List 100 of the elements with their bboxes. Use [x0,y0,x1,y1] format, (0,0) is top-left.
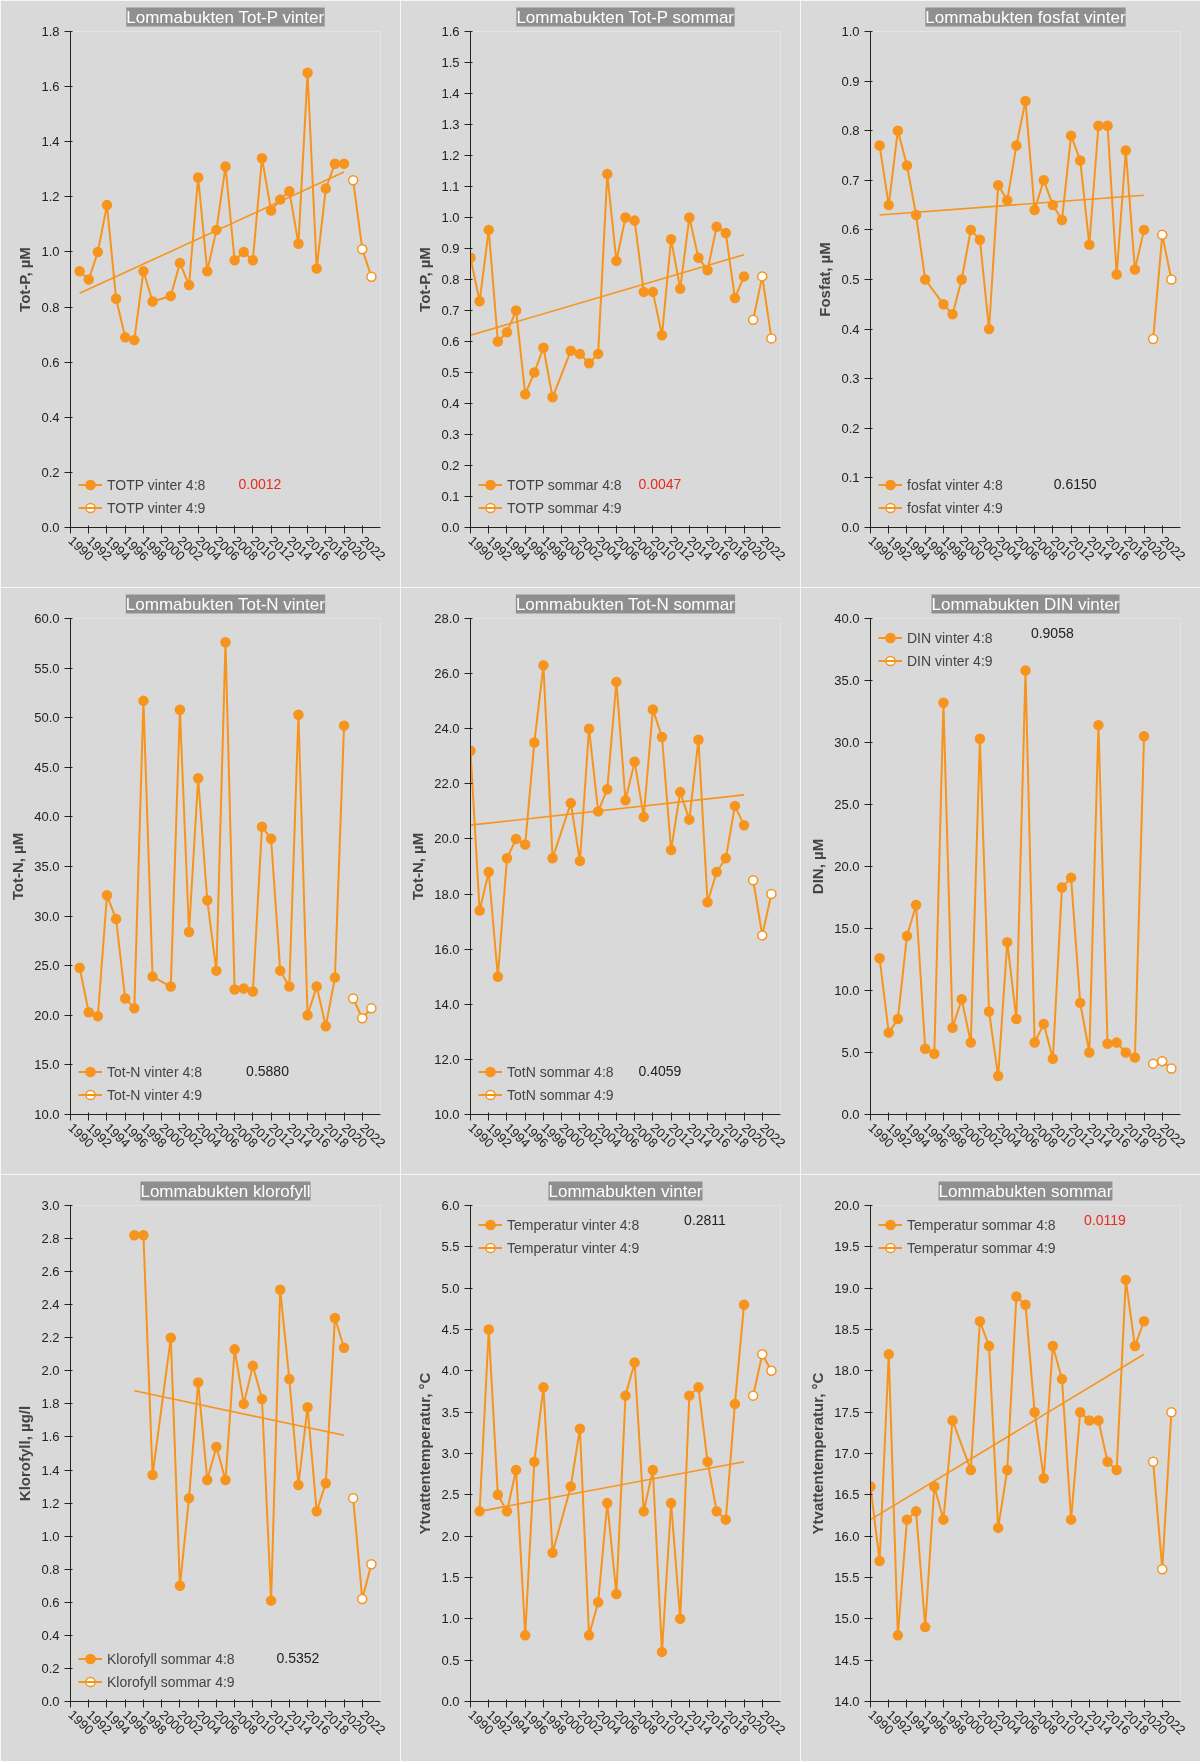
y-tick-label: 24.0 [434,721,460,737]
y-tick-label: 16.5 [834,1487,860,1503]
y-tick-label: 1.1 [441,179,460,194]
annotation: 0.0119 [1084,1211,1127,1228]
y-tick-label: 0.0 [41,520,60,535]
y-tick-label: 15.5 [834,1570,860,1585]
y-tick-label: 0.2 [41,1660,60,1676]
y-tick-label: 10.0 [34,1107,60,1122]
y-tick-label: 0.4 [41,409,60,425]
annotation: 0.2811 [684,1211,727,1228]
y-tick-label: 25.0 [834,797,860,812]
y-tick-label: 2.2 [41,1330,60,1346]
y-axis-title: Tot-P, µM [416,247,434,312]
y-tick-label: 20.0 [34,1007,60,1023]
legend-label: Temperatur sommar 4:9 [907,1238,1056,1258]
y-tick-label: 1.8 [41,1396,60,1412]
legend-label: fosfat vinter 4:9 [907,498,1003,518]
y-tick-label: 2.0 [41,1363,60,1379]
chart-title: Lommabukten Tot-P sommar [516,7,735,27]
y-tick-label: 26.0 [434,666,460,682]
legend-label: Temperatur vinter 4:9 [507,1238,640,1258]
y-tick-label: 3.5 [441,1404,460,1420]
legend-label: TOTP vinter 4:8 [107,475,206,495]
y-tick-label: 1.6 [41,79,60,95]
y-tick-label: 2.5 [441,1487,460,1503]
y-tick-label: 0.0 [841,520,860,535]
y-tick-label: 1.5 [441,1570,460,1585]
y-tick-label: 1.2 [41,1495,60,1511]
y-tick-label: 0.6 [441,334,460,349]
annotation: 0.5352 [276,1649,320,1666]
y-tick-label: 20.0 [834,1198,860,1213]
annotation: 0.9058 [1030,624,1074,641]
y-tick-label: 17.5 [834,1404,860,1420]
y-tick-label: 0.1 [841,470,860,486]
y-tick-label: 3.0 [41,1198,60,1213]
y-tick-label: 0.8 [41,299,60,315]
y-tick-label: 10.0 [434,1107,460,1122]
y-tick-label: 0.9 [841,73,860,89]
y-tick-label: 1.6 [41,1429,60,1445]
y-tick-label: 0.8 [441,272,460,287]
annotation: 0.6150 [1053,475,1097,492]
legend-label: TOTP sommar 4:9 [507,498,622,518]
y-tick-label: 18.0 [434,886,460,902]
y-tick-label: 0.4 [441,396,460,411]
y-axis-title: Klorofyll, µg/l [16,1405,34,1502]
y-tick-label: 2.6 [41,1264,60,1280]
chart-title: Lommabukten Tot-N sommar [515,594,736,614]
legend-label: TOTP sommar 4:8 [507,475,622,495]
y-tick-label: 1.0 [41,244,60,260]
y-tick-label: 0.8 [841,123,860,139]
y-tick-label: 17.0 [834,1446,860,1461]
y-tick-label: 2.4 [41,1297,60,1313]
chart-title: Lommabukten Tot-P vinter [126,7,325,27]
y-tick-label: 0.5 [841,272,860,287]
y-tick-label: 4.0 [441,1363,460,1379]
y-axis-title: Ytvattentemperatur, °C [809,1372,827,1535]
legend-label: DIN vinter 4:9 [907,651,993,671]
legend-label: TotN sommar 4:9 [507,1085,614,1105]
y-tick-label: 2.0 [441,1528,460,1544]
y-tick-label: 30.0 [34,908,60,924]
y-tick-label: 1.2 [441,148,460,163]
y-tick-label: 60.0 [34,611,60,626]
y-tick-label: 16.0 [434,941,460,957]
annotation: 0.0012 [238,475,282,492]
y-tick-label: 0.7 [441,303,460,318]
y-tick-label: 0.7 [841,172,860,188]
y-tick-label: 25.0 [34,958,60,974]
y-axis-title: Tot-P, µM [16,247,34,312]
y-tick-label: 19.0 [834,1280,860,1296]
y-tick-label: 4.5 [441,1322,460,1337]
y-tick-label: 16.0 [834,1528,860,1544]
y-tick-label: 18.0 [834,1363,860,1379]
y-tick-label: 1.0 [841,24,860,39]
y-tick-label: 0.8 [41,1561,60,1577]
annotation: 0.5880 [246,1062,290,1079]
y-tick-label: 0.6 [41,1594,60,1610]
chart-title: Lommabukten sommar [938,1181,1113,1201]
y-tick-label: 5.5 [441,1239,460,1255]
y-tick-label: 1.4 [441,86,460,101]
y-tick-label: 40.0 [834,611,860,626]
y-tick-label: 55.0 [34,660,60,676]
y-tick-label: 30.0 [834,735,860,750]
y-tick-label: 35.0 [834,673,860,688]
annotation: 0.0047 [638,475,682,492]
y-tick-label: 0.2 [41,464,60,480]
y-tick-label: 0.0 [441,520,460,535]
y-tick-label: 3.0 [441,1446,460,1461]
y-tick-label: 0.0 [441,1694,460,1709]
y-tick-label: 10.0 [834,983,860,998]
y-tick-label: 0.0 [841,1107,860,1122]
y-tick-label: 0.9 [441,241,460,256]
y-tick-label: 15.0 [834,921,860,936]
y-tick-label: 2.8 [41,1231,60,1247]
y-tick-label: 15.0 [834,1611,860,1627]
y-tick-label: 1.3 [441,117,460,132]
y-tick-label: 20.0 [834,859,860,874]
y-tick-label: 18.5 [834,1322,860,1337]
y-tick-label: 1.6 [441,24,460,39]
y-tick-label: 0.4 [41,1627,60,1643]
legend-label: fosfat vinter 4:8 [907,475,1003,495]
